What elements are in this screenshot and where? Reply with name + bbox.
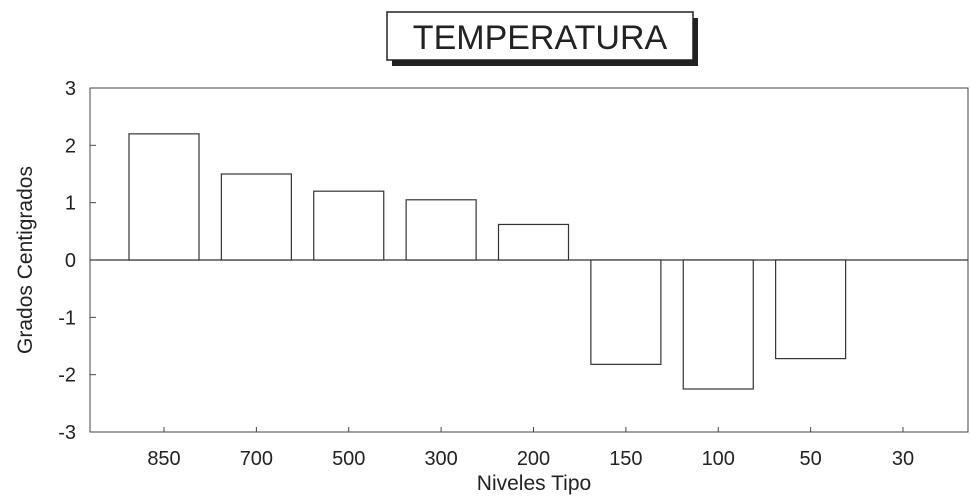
x-tick-label: 500 (332, 448, 365, 470)
x-tick-label: 200 (517, 448, 550, 470)
x-tick-label: 300 (424, 448, 457, 470)
x-tick-label: 50 (800, 448, 822, 470)
bar-50 (775, 259, 847, 360)
x-axis: 850 700 500 300 200 150 100 50 30 (147, 427, 914, 470)
x-tick-label: 850 (147, 448, 180, 470)
y-tick-label: -1 (58, 307, 76, 329)
y-tick-label: -2 (58, 365, 76, 387)
title-frame (386, 11, 694, 61)
bar-700 (220, 173, 292, 261)
x-tick-label: 100 (702, 448, 735, 470)
y-tick-label: 2 (65, 135, 76, 157)
y-tick-label: 3 (65, 78, 76, 100)
bar-200 (497, 223, 570, 261)
x-tick-label: 30 (892, 448, 914, 470)
y-tick-label: 0 (65, 250, 76, 272)
bar-series (128, 133, 847, 390)
bar-500 (313, 190, 385, 261)
chart-title-box: TEMPERATURA (386, 11, 698, 66)
y-axis: 3 2 1 0 -1 -2 -3 (58, 78, 96, 444)
x-tick-label: 700 (240, 448, 273, 470)
y-tick-label: 1 (65, 193, 76, 215)
bar-150 (590, 259, 662, 365)
x-axis-label: Niveles Tipo (477, 472, 591, 495)
x-tick-label: 150 (609, 448, 642, 470)
bar-100 (682, 259, 754, 390)
y-tick-label: -3 (58, 422, 76, 444)
chart-title: TEMPERATURA (413, 19, 668, 57)
bar-850 (128, 133, 200, 261)
bar-300 (405, 199, 477, 261)
y-axis-label: Grados Centigrados (14, 166, 37, 354)
